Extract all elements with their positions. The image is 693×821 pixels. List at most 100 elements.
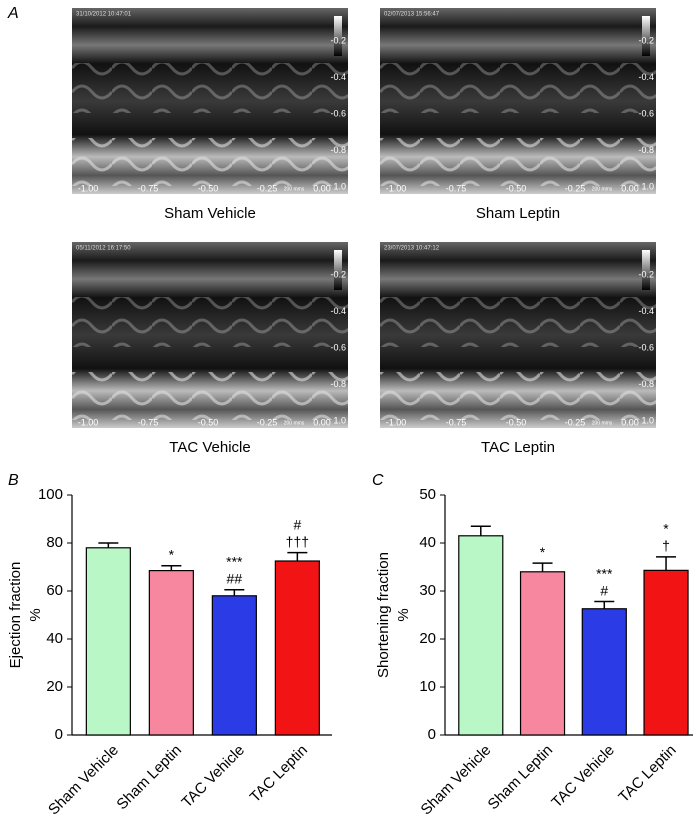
caption: Sham Vehicle	[164, 205, 256, 222]
y-tick-label: 20	[46, 678, 63, 695]
y-tick-label: 50	[419, 486, 436, 503]
echo-x-tick: -0.50	[506, 417, 527, 427]
y-axis-title: Ejection fraction	[7, 562, 24, 669]
timestamp: 05/11/2012 16:17:50	[76, 246, 131, 252]
echo-depth-tick: -0.6	[638, 108, 654, 118]
echo-x-tick: 0.00	[621, 417, 639, 427]
echo-scale: 200 mms	[284, 186, 305, 192]
echo-depth-tick: -0.4	[330, 72, 346, 82]
echo-depth-tick: -0.6	[330, 342, 346, 352]
y-tick-label: 30	[419, 582, 436, 599]
echo-depth-tick: -0.4	[638, 306, 654, 316]
echo-x-tick: -0.25	[565, 417, 586, 427]
y-tick-label: 100	[38, 486, 63, 503]
echo-x-tick: -0.50	[198, 183, 219, 193]
echo-depth-tick: -0.6	[330, 108, 346, 118]
bar	[643, 569, 689, 736]
panel-label: A	[7, 5, 19, 22]
y-tick-label: 0	[428, 726, 436, 743]
y-tick-label: 80	[46, 534, 63, 551]
caption: Sham Leptin	[476, 205, 560, 222]
significance: #	[293, 516, 301, 532]
x-tick-label: TAC Vehicle	[548, 742, 618, 812]
bar	[211, 595, 257, 736]
bar	[85, 547, 131, 736]
echo-depth-tick: 1.0	[333, 181, 346, 191]
y-axis-unit: %	[27, 608, 44, 621]
significance: *	[663, 521, 669, 537]
echo-depth-tick: -0.2	[638, 269, 654, 279]
significance: *	[540, 544, 546, 560]
echo-depth-tick: 1.0	[641, 181, 654, 191]
echo-x-tick: -0.50	[506, 183, 527, 193]
echo-image	[72, 8, 348, 194]
echo-x-tick: -0.25	[257, 417, 278, 427]
echo-x-tick: -1.00	[78, 183, 99, 193]
echo-scale: 200 mms	[592, 420, 613, 426]
y-tick-label: 40	[46, 630, 63, 647]
echo-depth-tick: -0.4	[638, 72, 654, 82]
echo-image	[380, 8, 656, 194]
echo-depth-tick: 1.0	[333, 415, 346, 425]
timestamp: 23/07/2013 10:47:12	[384, 246, 440, 252]
significance: †††	[286, 533, 309, 549]
echo-depth-tick: -0.2	[330, 269, 346, 279]
significance: ***	[596, 565, 613, 581]
bar	[274, 560, 320, 736]
echo-x-tick: -0.75	[138, 417, 159, 427]
x-tick-label: Sham Leptin	[485, 742, 557, 814]
caption: TAC Vehicle	[169, 439, 250, 456]
echo-x-tick: -0.25	[257, 183, 278, 193]
echo-x-tick: -1.00	[386, 183, 407, 193]
y-tick-label: 10	[419, 678, 436, 695]
echo-x-tick: 0.00	[313, 417, 331, 427]
echo-depth-tick: -0.8	[330, 145, 346, 155]
echo-x-tick: -0.50	[198, 417, 219, 427]
x-tick-label: TAC Leptin	[615, 742, 679, 806]
echo-depth-tick: -0.4	[330, 306, 346, 316]
echo-image	[72, 242, 348, 428]
echo-depth-tick: -0.2	[330, 35, 346, 45]
echo-scale: 200 mms	[284, 420, 305, 426]
significance: #	[600, 582, 608, 598]
echo-depth-tick: -0.8	[330, 379, 346, 389]
y-axis-title: Shortening fraction	[375, 552, 392, 678]
x-tick-label: Sham Vehicle	[418, 742, 495, 819]
significance: *	[169, 547, 175, 563]
bar	[581, 608, 627, 736]
bar	[458, 535, 504, 736]
echo-x-tick: 0.00	[313, 183, 331, 193]
x-tick-label: Sham Leptin	[113, 742, 185, 814]
echo-depth-tick: 1.0	[641, 415, 654, 425]
echo-scale: 200 mms	[592, 186, 613, 192]
x-tick-label: Sham Vehicle	[45, 742, 122, 819]
y-tick-label: 60	[46, 582, 63, 599]
echo-x-tick: -0.25	[565, 183, 586, 193]
caption: TAC Leptin	[481, 439, 555, 456]
bar	[148, 569, 194, 736]
echo-depth-tick: -0.8	[638, 379, 654, 389]
y-tick-label: 40	[419, 534, 436, 551]
echo-x-tick: -0.75	[138, 183, 159, 193]
y-axis-unit: %	[395, 608, 412, 621]
echo-x-tick: -0.75	[446, 417, 467, 427]
significance: ##	[227, 571, 243, 587]
timestamp: 31/10/2012 10:47:01	[76, 12, 132, 18]
echo-depth-tick: -0.2	[638, 35, 654, 45]
significance: †	[662, 538, 670, 554]
x-tick-label: TAC Leptin	[247, 742, 311, 806]
x-tick-label: TAC Vehicle	[178, 742, 248, 812]
y-tick-label: 20	[419, 630, 436, 647]
echo-x-tick: -0.75	[446, 183, 467, 193]
timestamp: 02/07/2013 15:56:47	[384, 12, 440, 18]
echo-x-tick: -1.00	[386, 417, 407, 427]
panel-label: B	[8, 472, 19, 489]
echo-x-tick: 0.00	[621, 183, 639, 193]
echo-depth-tick: -0.8	[638, 145, 654, 155]
echo-x-tick: -1.00	[78, 417, 99, 427]
echo-depth-tick: -0.6	[638, 342, 654, 352]
bar	[519, 571, 566, 736]
echo-image	[380, 242, 656, 428]
panel-label: C	[372, 472, 384, 489]
